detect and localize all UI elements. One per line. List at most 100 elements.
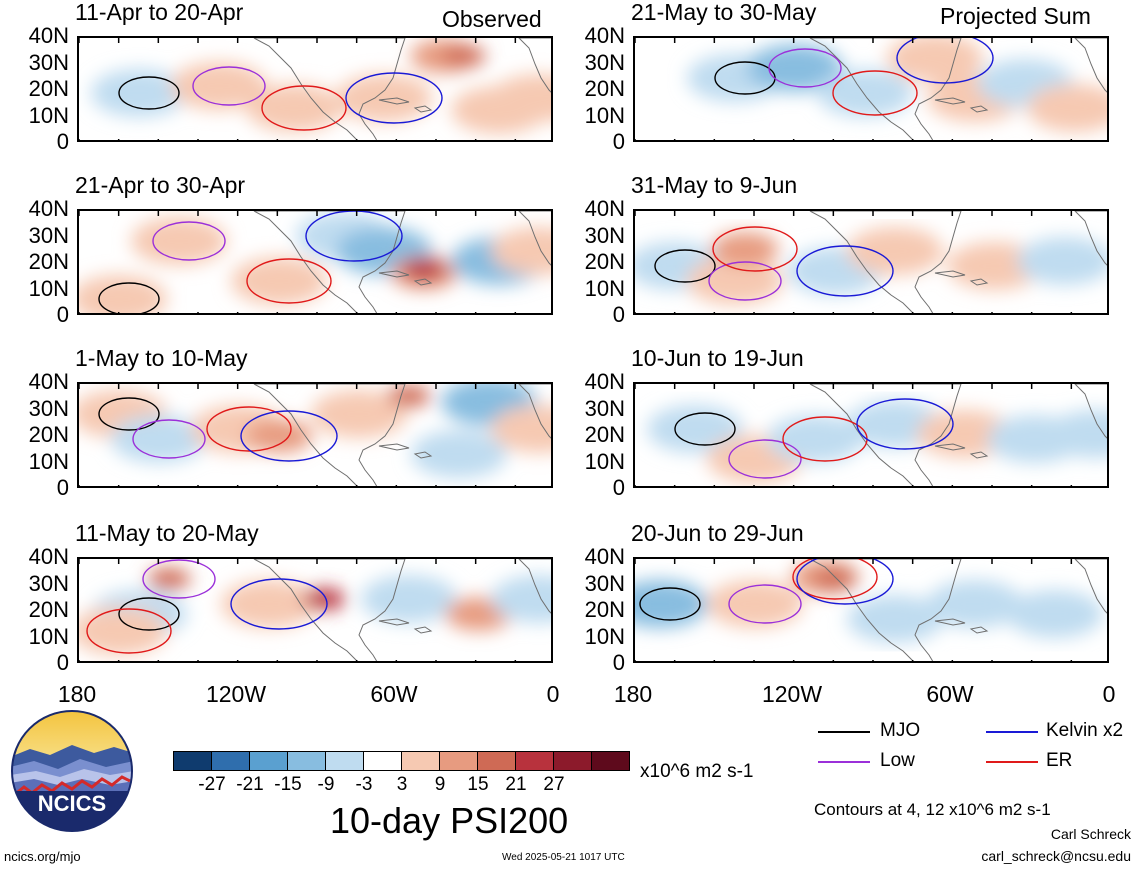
coastline	[378, 97, 410, 105]
contours-note: Contours at 4, 12 x10^6 m2 s-1	[814, 800, 1051, 819]
contour-line	[261, 85, 347, 131]
anomaly-blob	[361, 575, 457, 623]
y-tick-label: 30N	[28, 222, 69, 248]
anomaly-blob	[411, 430, 507, 478]
y-tick-label: 30N	[28, 570, 69, 596]
colorbar-swatch	[363, 751, 402, 771]
anomaly-blob	[847, 227, 943, 275]
contour-line	[86, 608, 172, 654]
legend-label-low: Low	[880, 750, 915, 771]
anomaly-blob	[1007, 590, 1103, 638]
map-field	[77, 382, 553, 488]
coastline	[969, 626, 989, 634]
coastline	[934, 97, 966, 105]
coastline	[969, 105, 989, 113]
anomaly-blob	[767, 415, 863, 463]
colorbar-label: -15	[274, 774, 302, 795]
anomaly-blob	[1047, 410, 1107, 458]
contour-line	[132, 419, 206, 459]
anomaly-blob	[687, 257, 783, 305]
observed-label: Observed	[442, 6, 542, 32]
y-tick-label: 20N	[28, 597, 69, 622]
coastline	[809, 211, 962, 313]
y-tick-label: 20N	[584, 249, 625, 274]
colorbar-label: -21	[236, 774, 264, 795]
anomaly-blob	[647, 405, 743, 453]
colorbar-swatch	[553, 751, 592, 771]
map-field	[633, 36, 1109, 142]
anomaly-blob	[711, 232, 779, 266]
map-field	[77, 209, 553, 315]
map-field	[633, 209, 1109, 315]
anomaly-blob	[111, 415, 207, 463]
coastline	[1074, 384, 1107, 439]
colorbar-label: -3	[355, 774, 373, 795]
anomaly-blob	[847, 595, 943, 643]
contour-line	[118, 597, 180, 631]
coastline	[518, 384, 551, 439]
y-tick-label: 0	[612, 475, 625, 500]
contour-line	[728, 439, 802, 479]
anomaly-map	[79, 38, 551, 140]
anomaly-blob	[707, 580, 803, 628]
y-tick-label: 30N	[584, 222, 625, 248]
coastline	[809, 559, 962, 661]
colorbar-swatch	[173, 751, 212, 771]
anomaly-blob	[947, 242, 1043, 290]
y-tick-label: 30N	[584, 395, 625, 421]
site-link[interactable]: ncics.org/mjo	[4, 849, 81, 864]
colorbar-swatch	[249, 751, 288, 771]
y-tick-label: 10N	[584, 275, 625, 301]
anomaly-blob	[231, 257, 327, 305]
anomaly-blob	[1017, 237, 1107, 285]
contour-line	[896, 38, 994, 84]
contour-line	[152, 221, 226, 261]
contour-line	[142, 559, 216, 599]
colorbar-label: 15	[467, 774, 489, 795]
y-tick-label: 40N	[28, 369, 69, 394]
y-tick-label: 40N	[28, 544, 69, 569]
colorbar-label: 27	[543, 774, 565, 795]
coastline	[1074, 38, 1107, 93]
anomaly-blob	[221, 580, 317, 628]
ncics-logo: NCICS	[11, 710, 133, 832]
figure-title: 10-day PSI200	[330, 800, 569, 841]
y-tick-label: 10N	[28, 623, 69, 649]
coastline	[253, 384, 406, 486]
y-tick-label: 10N	[28, 102, 69, 128]
author-email[interactable]: carl_schreck@ncsu.edu	[981, 848, 1131, 864]
contour-line	[654, 249, 716, 283]
contour-line	[708, 261, 782, 301]
anomaly-blob	[442, 45, 486, 67]
y-tick-label: 40N	[584, 23, 625, 48]
contour-line	[639, 587, 701, 621]
coastline	[934, 270, 966, 278]
map-panel: 11-Apr to 20-Apr 40N 30N 20N 10N 0	[29, 0, 553, 154]
colorbar-label: 3	[396, 774, 408, 795]
legend-line-mjo	[818, 731, 870, 733]
legend-label-er: ER	[1046, 750, 1073, 771]
anomaly-map	[79, 559, 551, 661]
x-tick-label: 180	[57, 681, 97, 707]
y-tick-label: 0	[56, 302, 69, 327]
coastline	[413, 451, 433, 459]
contour-line	[305, 211, 403, 262]
contour-line	[118, 76, 180, 110]
colorbar-swatch	[591, 751, 630, 771]
projected-sum-label: Projected Sum	[940, 3, 1091, 29]
colorbar-swatch	[477, 751, 516, 771]
y-tick-label: 40N	[28, 23, 69, 48]
y-tick-label: 0	[612, 129, 625, 154]
contour-line	[206, 406, 292, 452]
y-tick-label: 30N	[28, 395, 69, 421]
contour-line	[674, 412, 736, 446]
y-tick-label: 0	[56, 650, 69, 675]
logo-text: NCICS	[38, 791, 106, 816]
coastline	[1074, 559, 1107, 614]
colorbar-swatch	[515, 751, 554, 771]
x-tick-label: 0	[1102, 681, 1116, 707]
panel-title: 11-May to 20-May	[75, 520, 259, 546]
coastline	[969, 451, 989, 459]
y-tick-label: 30N	[584, 49, 625, 75]
y-tick-label: 40N	[584, 369, 625, 394]
